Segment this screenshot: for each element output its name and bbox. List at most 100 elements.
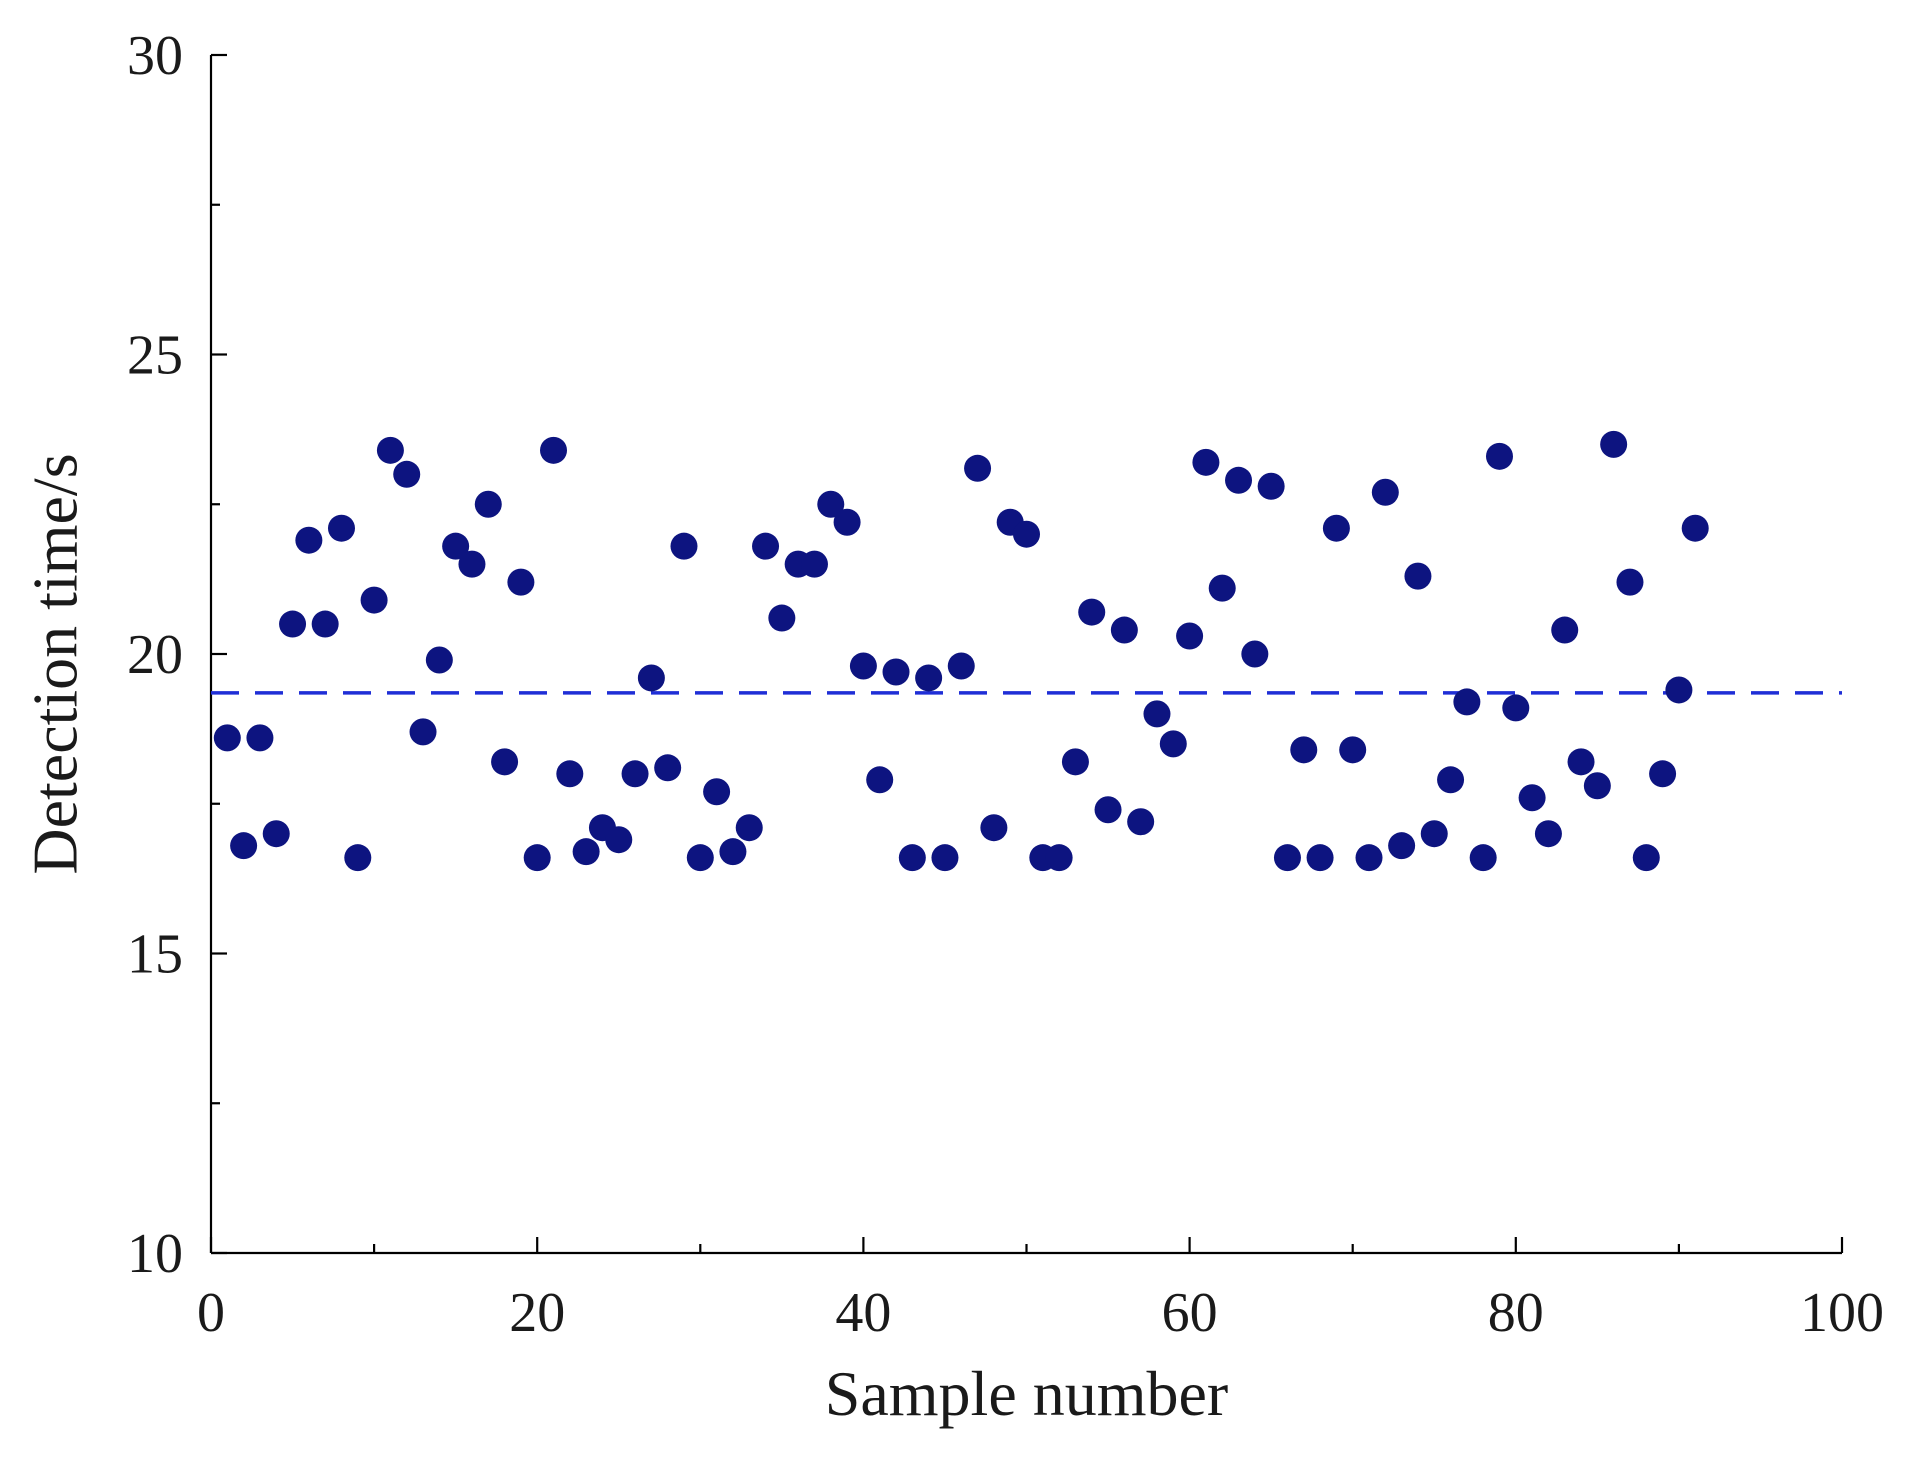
data-point bbox=[1485, 442, 1513, 470]
data-point bbox=[1176, 622, 1204, 650]
data-point bbox=[1616, 568, 1644, 596]
data-point bbox=[931, 844, 959, 872]
data-point bbox=[1159, 730, 1187, 758]
data-point bbox=[393, 460, 421, 488]
y-tick-label: 30 bbox=[127, 25, 183, 87]
axes bbox=[209, 55, 1842, 1255]
data-point bbox=[1583, 772, 1611, 800]
data-point bbox=[262, 820, 290, 848]
x-tick-label: 20 bbox=[509, 1282, 565, 1344]
data-point bbox=[621, 760, 649, 788]
data-point bbox=[1469, 844, 1497, 872]
data-point bbox=[1502, 694, 1530, 722]
data-point bbox=[246, 724, 274, 752]
data-point bbox=[360, 586, 388, 614]
data-point bbox=[1241, 640, 1269, 668]
data-point bbox=[800, 550, 828, 578]
x-tick-label: 80 bbox=[1488, 1282, 1544, 1344]
ticks: 0 20 40 60 80 100 10 15 20 25 30 bbox=[127, 25, 1884, 1344]
data-point bbox=[376, 436, 404, 464]
data-point bbox=[605, 826, 633, 854]
data-point bbox=[1600, 430, 1628, 458]
y-tick-label: 20 bbox=[127, 624, 183, 686]
data-point bbox=[279, 610, 307, 638]
data-point bbox=[1649, 760, 1677, 788]
data-point bbox=[686, 844, 714, 872]
data-point bbox=[1420, 820, 1448, 848]
data-point bbox=[882, 658, 910, 686]
data-points bbox=[213, 430, 1709, 872]
data-point bbox=[1665, 676, 1693, 704]
data-point bbox=[442, 532, 470, 560]
y-tick-label: 15 bbox=[127, 924, 183, 986]
x-tick-label: 60 bbox=[1162, 1282, 1218, 1344]
y-axis-title: Detection time/s bbox=[20, 453, 91, 874]
y-tick-label: 25 bbox=[127, 325, 183, 387]
data-point bbox=[1322, 514, 1350, 542]
data-point bbox=[344, 844, 372, 872]
data-point bbox=[866, 766, 894, 794]
data-point bbox=[752, 532, 780, 560]
data-point bbox=[1045, 844, 1073, 872]
data-point bbox=[1078, 598, 1106, 626]
data-point bbox=[507, 568, 535, 596]
data-point bbox=[1453, 688, 1481, 716]
data-point bbox=[637, 664, 665, 692]
data-point bbox=[898, 844, 926, 872]
data-point bbox=[230, 832, 258, 860]
data-point bbox=[670, 532, 698, 560]
data-point bbox=[1371, 478, 1399, 506]
data-point bbox=[1388, 832, 1416, 860]
data-point bbox=[295, 526, 323, 554]
data-point bbox=[1339, 736, 1367, 764]
data-point bbox=[768, 604, 796, 632]
data-point bbox=[458, 550, 486, 578]
data-point bbox=[654, 754, 682, 782]
x-tick-label: 40 bbox=[835, 1282, 891, 1344]
data-point bbox=[1404, 562, 1432, 590]
data-point bbox=[735, 814, 763, 842]
data-point bbox=[572, 838, 600, 866]
data-point bbox=[980, 814, 1008, 842]
data-point bbox=[1013, 520, 1040, 548]
data-point bbox=[409, 718, 437, 746]
y-tick-label: 10 bbox=[127, 1223, 183, 1285]
data-point bbox=[1355, 844, 1383, 872]
data-point bbox=[915, 664, 943, 692]
data-point bbox=[523, 844, 551, 872]
data-point bbox=[1306, 844, 1334, 872]
data-point bbox=[1681, 514, 1709, 542]
data-point bbox=[1192, 448, 1220, 476]
x-axis-title: Sample number bbox=[825, 1358, 1228, 1429]
data-point bbox=[849, 652, 877, 680]
data-point bbox=[1110, 616, 1138, 644]
data-point bbox=[474, 490, 502, 518]
data-point bbox=[327, 514, 355, 542]
data-point bbox=[1225, 466, 1253, 494]
x-tick-label: 0 bbox=[197, 1282, 225, 1344]
data-point bbox=[703, 778, 731, 806]
data-point bbox=[540, 436, 568, 464]
data-point bbox=[1290, 736, 1318, 764]
data-point bbox=[964, 454, 992, 482]
data-point bbox=[817, 490, 845, 518]
data-point bbox=[719, 838, 747, 866]
data-point bbox=[947, 652, 975, 680]
data-point bbox=[1143, 700, 1171, 728]
data-point bbox=[1437, 766, 1465, 794]
data-point bbox=[1208, 574, 1236, 602]
data-point bbox=[311, 610, 339, 638]
x-tick-label: 100 bbox=[1800, 1282, 1884, 1344]
data-point bbox=[1273, 844, 1301, 872]
data-point bbox=[1567, 748, 1595, 776]
data-point bbox=[1551, 616, 1579, 644]
data-point bbox=[1061, 748, 1089, 776]
data-point bbox=[1518, 784, 1546, 812]
data-point bbox=[213, 724, 241, 752]
data-point bbox=[1257, 472, 1285, 500]
data-point bbox=[1127, 808, 1155, 836]
data-point bbox=[491, 748, 519, 776]
data-point bbox=[1534, 820, 1562, 848]
data-point bbox=[1094, 796, 1122, 824]
